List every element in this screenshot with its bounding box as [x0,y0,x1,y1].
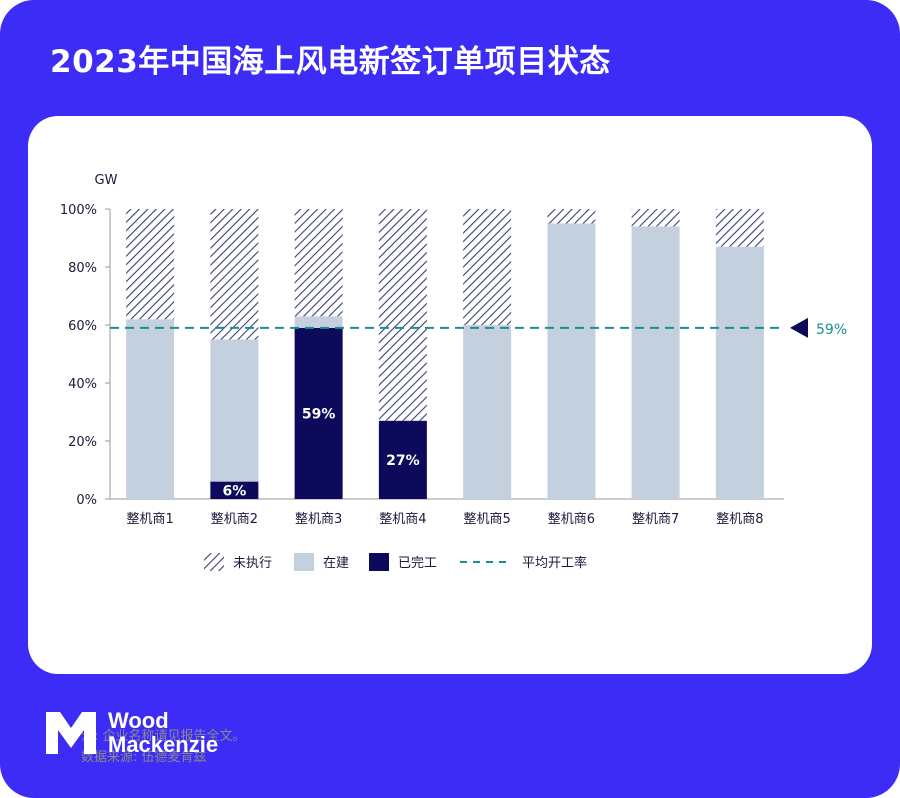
data-label: 59% [302,406,336,422]
legend-label: 平均开工率 [522,555,587,571]
reference-line-label: 59% [816,322,847,338]
bar-segment-unexecuted [715,209,764,247]
bar-segment-under-construction [294,316,343,328]
bar-segment-under-construction [715,246,764,499]
y-tick-label: 80% [68,261,97,276]
y-tick-label: 40% [68,377,97,392]
wood-mackenzie-logo-icon [46,712,96,754]
y-tick-label: 20% [68,435,97,450]
legend-label: 在建 [323,556,349,571]
legend-label: 已完工 [398,556,437,571]
bar-segment-unexecuted [378,209,427,421]
bar-segment-unexecuted [631,209,680,227]
bar-segment-under-construction [210,339,259,482]
logo-text: Wood Mackenzie [108,709,218,757]
bar-segment-under-construction [547,223,596,499]
legend-swatch [204,553,224,571]
x-tick-label: 整机商5 [463,512,510,527]
bar-segment-under-construction [463,325,512,499]
reference-marker-icon [790,317,808,338]
bar-segment-under-construction [631,226,680,499]
y-tick-label: 100% [60,203,97,218]
bar-segment-unexecuted [126,209,175,320]
logo-line-2: Mackenzie [108,732,219,757]
y-axis-unit-label: GW [95,173,118,188]
x-tick-label: 整机商1 [126,512,173,527]
bar-segment-completed [378,420,427,499]
bar-segment-under-construction [126,319,175,499]
page-title: 2023年中国海上风电新签订单项目状态 [50,44,611,80]
x-tick-label: 整机商7 [632,512,679,527]
x-tick-label: 整机商3 [295,512,342,527]
footnote-source: 数据来源: 伍德麦肯兹 [81,750,207,765]
stacked-bar-chart: GW 0% 20% 40% 60% 80% 100% 整机商1 整机商2 整机商3 整机商4 整机商5… [60,173,847,571]
y-tick-label: 0% [76,493,97,508]
legend-swatch [294,553,314,571]
bar-segment-completed [294,327,343,499]
footnote-company-names: 注: 企业名称请见报告全文。 [81,729,246,744]
bar-segment-unexecuted [547,209,596,224]
footnotes: 注: 企业名称请见报告全文。 数据来源: 伍德麦肯兹 [81,726,246,768]
bar-segment-completed [210,481,259,499]
data-label: 27% [386,453,420,469]
y-tick-label: 60% [68,319,97,334]
logo-line-1: Wood [108,708,169,733]
x-tick-label: 整机商6 [548,512,595,527]
x-tick-label: 整机商2 [211,512,258,527]
x-tick-label: 整机商8 [716,512,763,527]
bar-segment-unexecuted [463,209,512,325]
bar-segment-unexecuted [210,209,259,340]
legend-swatch [369,553,389,571]
chart-card: GW 0% 20% 40% 60% 80% 100% 整机商1 整机商2 整机商3 整机商4 整机商5… [28,116,872,765]
data-label: 6% [222,483,246,499]
bar-segment-unexecuted [294,209,343,317]
legend-label: 未执行 [233,556,272,571]
x-tick-label: 整机商4 [379,512,426,527]
